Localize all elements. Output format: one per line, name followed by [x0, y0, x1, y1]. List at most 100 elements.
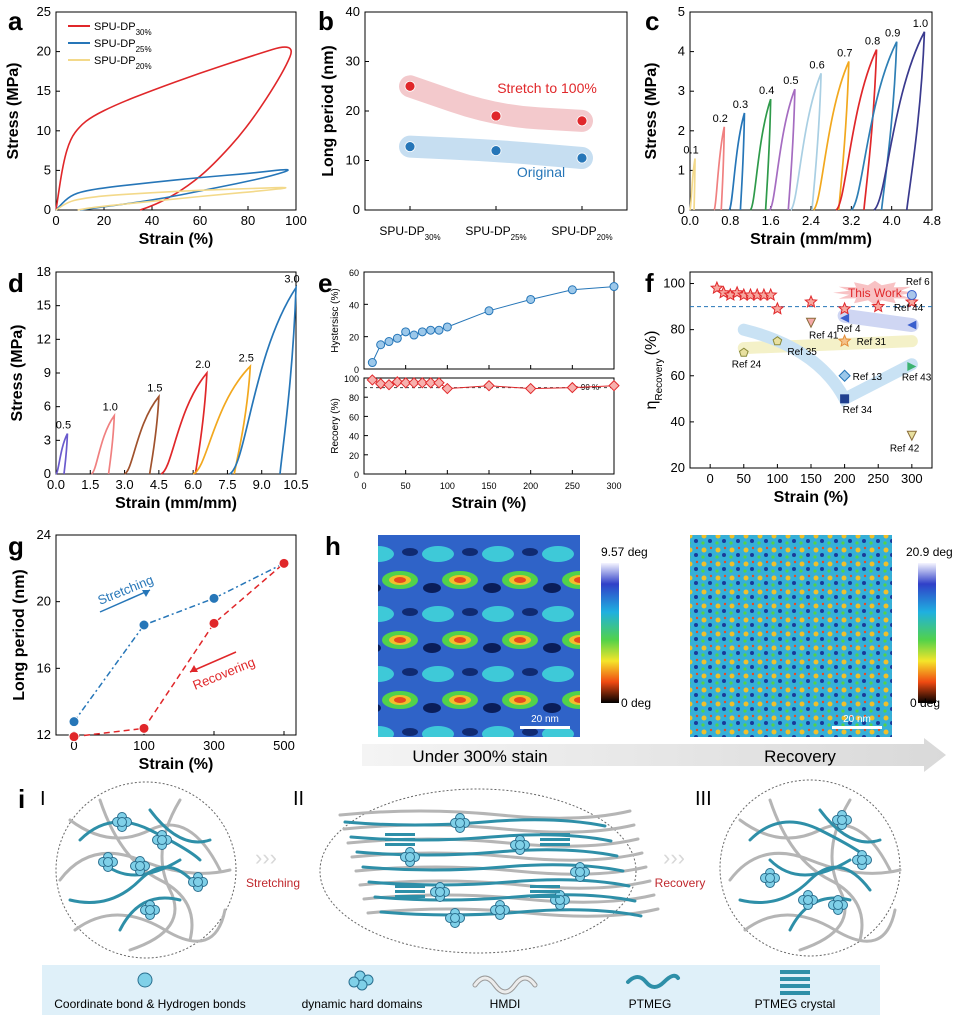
crystal-bar	[540, 838, 570, 841]
panel-c-loop-label: 0.4	[759, 85, 774, 97]
panel-g-point	[278, 557, 290, 569]
chain-segment	[768, 858, 852, 877]
panel-c-loop	[749, 98, 772, 211]
panel-f-xtick-label: 0	[707, 471, 714, 486]
panel-g-ytick-label: 24	[37, 527, 51, 542]
panel-c-ytick-label: 4	[678, 44, 685, 59]
panel-f-this-work-burst	[833, 280, 917, 305]
panel-d-ytick-label: 6	[44, 399, 51, 414]
panel-a-ytick-label: 15	[37, 83, 51, 98]
panel-g-frame	[55, 534, 297, 736]
panel-c-xlabel: Strain (mm/mm)	[750, 231, 872, 248]
hard-domain-bead	[157, 835, 167, 845]
panel-a-frame	[55, 11, 297, 211]
crystal-bar	[385, 838, 415, 841]
panel-e-recovery-point	[366, 374, 379, 386]
panel-e-hysteresis-point	[401, 327, 411, 337]
panel-a-xtick-label: 0	[52, 213, 59, 228]
panel-c-ytick-label: 5	[678, 4, 685, 19]
chain-segment	[818, 808, 882, 844]
panel-e-bottom-xtick-label: 50	[401, 481, 411, 491]
panel-f-ref-point	[772, 336, 783, 346]
panel-e-bottom-ylabel: Recoery (%)	[330, 398, 341, 454]
panel-c-loop	[835, 49, 878, 211]
panel-g-ytick-label: 12	[37, 727, 51, 742]
afm-scale-bar-right	[832, 726, 882, 729]
ptmeg-crystal-icon	[780, 970, 810, 995]
panel-a-xtick-label: 80	[241, 213, 255, 228]
panel-c-frame	[689, 11, 933, 211]
panel-f-xtick-label: 100	[767, 471, 789, 486]
panel-d-ytick-label: 18	[37, 264, 51, 279]
hard-domain-bead	[435, 887, 445, 897]
panel-e-recovery-point	[416, 377, 429, 389]
chain-segment	[361, 863, 625, 873]
panel-f-ylabel-sub: Recovery	[654, 358, 665, 400]
panel-g-point	[68, 716, 80, 728]
panel-f-ref-label: Ref 35	[787, 347, 817, 358]
panel-c-ylabel: Stress (MPa)	[643, 63, 660, 160]
panel-g-arrow-stretching	[99, 589, 151, 613]
panel-a-legend-sub: 25%	[136, 45, 152, 54]
panel-a-ytick-label: 0	[44, 202, 51, 217]
panel-e-hysteresis-point	[526, 294, 536, 304]
panel-d-xtick-label: 6.0	[184, 477, 202, 492]
panel-a-series-line	[55, 46, 292, 211]
panel-d-ytick-label: 12	[37, 331, 51, 346]
panel-c-xtick-label: 2.4	[802, 213, 820, 228]
panel-e-bottom-ytick-label: 100	[344, 374, 359, 384]
chain-segment	[728, 851, 902, 882]
panel-c-loop-label: 0.8	[865, 36, 880, 48]
arrow-label-stretch: Under 300% stain	[412, 747, 547, 766]
panel-d-xtick-label: 7.5	[218, 477, 236, 492]
crystal-bar	[530, 885, 560, 888]
panel-f-ref-label: Ref 42	[890, 444, 920, 455]
panel-e-bottom-xtick-label: 100	[440, 481, 455, 491]
panel-e-top-ytick-label: 0	[354, 365, 359, 375]
legend-label-hmdi: HMDI	[490, 997, 521, 1011]
panel-c-loop	[812, 61, 850, 211]
panel-c-loop	[768, 88, 796, 211]
chain-segment	[366, 907, 660, 918]
panel-d-loop	[229, 284, 297, 475]
panel-d-xtick-label: 9.0	[253, 477, 271, 492]
panel-f-ytick-label: 100	[663, 276, 685, 291]
afm-scale-bar-right-label: 20 nm	[843, 714, 871, 725]
panel-c-loop	[713, 126, 726, 211]
crystal-bar	[540, 843, 570, 846]
panel-e-hysteresis-point	[484, 306, 494, 316]
panel-f-ytick-label: 80	[671, 322, 685, 337]
hard-domain-bead	[135, 861, 145, 871]
panel-h: 20 nm 9.57 deg 0 deg 20 nm 20.9 deg 0 de…	[362, 535, 953, 772]
hard-domain-bead	[765, 873, 775, 883]
panel-f-xlabel: Strain (%)	[774, 489, 849, 506]
arrow-label-recovery: Recovery	[764, 747, 836, 766]
panel-c-xtick-label: 1.6	[762, 213, 780, 228]
panel-f-xtick-label: 150	[800, 471, 822, 486]
chain-segment	[373, 893, 637, 903]
panel-letter-i: i	[18, 784, 25, 814]
panel-b-ytick-label: 30	[346, 54, 360, 69]
panel-f-ref-point	[840, 394, 850, 404]
panel-a-legend-label: SPU-DP20%	[94, 55, 152, 71]
panel-d-xtick-label: 10.5	[283, 477, 308, 492]
panel-d-loop-label: 1.5	[147, 383, 162, 395]
ptmeg-icon	[626, 973, 680, 989]
chain-segment	[338, 809, 632, 820]
panel-a-xtick-label: 40	[145, 213, 159, 228]
panel-f-ref-label: Ref 34	[843, 405, 873, 416]
panel-g-series-line	[73, 562, 285, 738]
panel-d-axes: 0.0 1.5 3.0 4.5 6.0 7.5 9.0 10.5 0 3 6 9 12 15 18	[37, 264, 309, 492]
panel-g-label-stretching: Stretching	[96, 572, 156, 608]
panel-c-loop-label: 0.2	[713, 113, 728, 125]
panel-e-bottom-xtick-label: 300	[606, 481, 621, 491]
panel-d-loop-label: 3.0	[284, 274, 299, 286]
panel-b-series-label: Stretch to 100%	[497, 80, 597, 96]
panel-f-xtick-label: 300	[901, 471, 923, 486]
panel-e-hysteresis-line	[371, 286, 615, 363]
panel-d-ytick-label: 3	[44, 432, 51, 447]
panel-d-loop	[90, 412, 116, 475]
hard-domain-icon	[348, 970, 374, 991]
panel-d-ylabel: Stress (MPa)	[9, 325, 26, 422]
